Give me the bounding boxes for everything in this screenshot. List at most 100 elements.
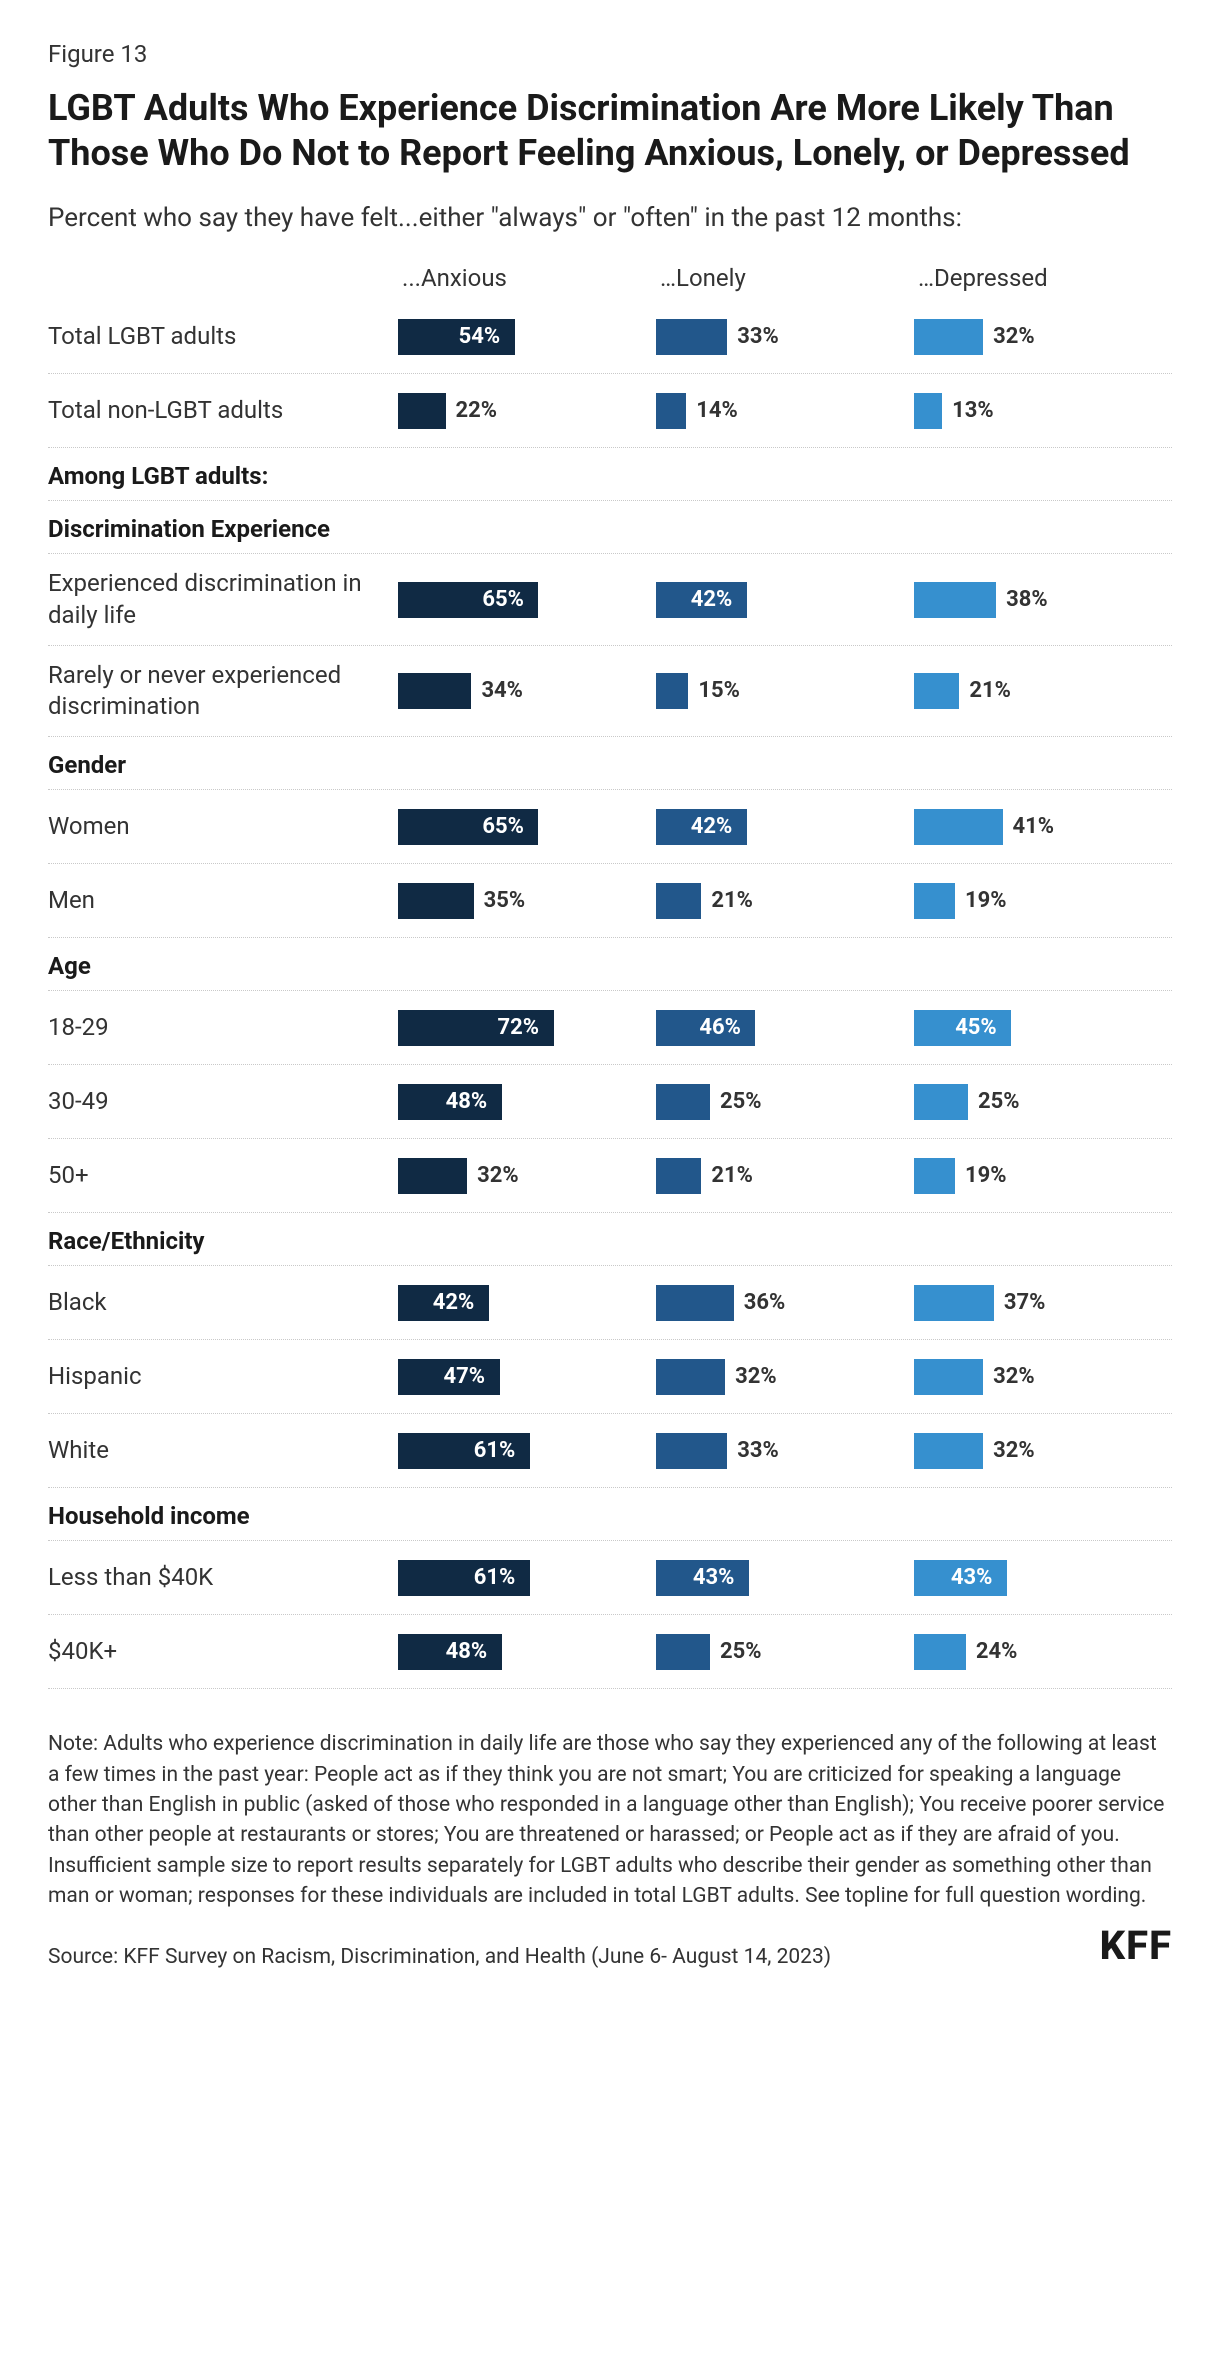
table-row: Rarely or never experienced discriminati… <box>48 646 1172 737</box>
table-row: 50+32%21%19% <box>48 1139 1172 1213</box>
bar-value-label: 13% <box>952 393 994 429</box>
bar-cell-anxious: 65% <box>398 809 656 845</box>
bar-cell-anxious: 47% <box>398 1359 656 1395</box>
bar-value-label: 54% <box>459 319 501 355</box>
row-label: 18-29 <box>48 998 398 1057</box>
bar-cell-depressed: 24% <box>914 1634 1172 1670</box>
bar-value-label: 65% <box>482 809 524 845</box>
bar-cell-anxious: 48% <box>398 1084 656 1120</box>
column-headers: ...Anxious …Lonely …Depressed <box>48 264 1172 292</box>
table-row: Total LGBT adults54%33%32% <box>48 300 1172 374</box>
section-header-text: Race/Ethnicity <box>48 1227 1172 1255</box>
bar-anxious <box>398 393 446 429</box>
table-row: Less than $40K61%43%43% <box>48 1541 1172 1615</box>
table-row: Experienced discrimination in daily life… <box>48 554 1172 645</box>
bar-depressed <box>914 1084 968 1120</box>
row-label: Rarely or never experienced discriminati… <box>48 646 398 736</box>
bar-value-label: 25% <box>720 1634 762 1670</box>
bar-value-label: 37% <box>1004 1285 1046 1321</box>
section-header: Race/Ethnicity <box>48 1213 1172 1266</box>
bar-lonely <box>656 1158 701 1194</box>
bar-depressed <box>914 319 983 355</box>
bar-value-label: 32% <box>993 1433 1035 1469</box>
figure-container: Figure 13 LGBT Adults Who Experience Dis… <box>0 0 1220 1999</box>
table-row: $40K+48%25%24% <box>48 1615 1172 1689</box>
figure-label: Figure 13 <box>48 40 1172 68</box>
bar-value-label: 32% <box>993 1359 1035 1395</box>
table-row: Hispanic47%32%32% <box>48 1340 1172 1414</box>
bar-value-label: 32% <box>477 1158 519 1194</box>
bar-cell-lonely: 25% <box>656 1634 914 1670</box>
bar-cell-depressed: 25% <box>914 1084 1172 1120</box>
bar-depressed <box>914 883 955 919</box>
table-row: Men35%21%19% <box>48 864 1172 938</box>
section-header-text: Gender <box>48 751 1172 779</box>
bar-anxious <box>398 883 474 919</box>
table-row: Women65%42%41% <box>48 790 1172 864</box>
bar-cell-anxious: 22% <box>398 393 656 429</box>
bar-lonely <box>656 1285 734 1321</box>
bar-lonely <box>656 1084 710 1120</box>
bar-value-label: 42% <box>691 582 733 618</box>
section-header: Household income <box>48 1488 1172 1541</box>
bar-cell-depressed: 19% <box>914 883 1172 919</box>
bar-cell-lonely: 42% <box>656 582 914 618</box>
row-label: Women <box>48 797 398 856</box>
bar-cell-anxious: 42% <box>398 1285 656 1321</box>
bar-cell-lonely: 25% <box>656 1084 914 1120</box>
bar-depressed <box>914 582 996 618</box>
column-header-depressed: …Depressed <box>914 264 1172 292</box>
section-header-text: Age <box>48 952 1172 980</box>
column-header-anxious: ...Anxious <box>398 264 656 292</box>
bar-cell-lonely: 33% <box>656 1433 914 1469</box>
bar-value-label: 33% <box>737 1433 779 1469</box>
bar-cell-lonely: 21% <box>656 1158 914 1194</box>
bar-value-label: 14% <box>696 393 738 429</box>
bar-cell-depressed: 13% <box>914 393 1172 429</box>
row-label: 30-49 <box>48 1072 398 1131</box>
bar-cell-anxious: 54% <box>398 319 656 355</box>
section-header: Age <box>48 938 1172 991</box>
table-row: 18-2972%46%45% <box>48 991 1172 1065</box>
row-label: Men <box>48 871 398 930</box>
bar-value-label: 24% <box>976 1634 1018 1670</box>
source-row: Source: KFF Survey on Racism, Discrimina… <box>48 1922 1172 1969</box>
bar-value-label: 25% <box>720 1084 762 1120</box>
bar-anxious <box>398 673 471 709</box>
bar-cell-depressed: 32% <box>914 319 1172 355</box>
kff-logo: KFF <box>1100 1922 1172 1969</box>
bar-cell-lonely: 15% <box>656 673 914 709</box>
bar-anxious <box>398 1158 467 1194</box>
bar-value-label: 33% <box>737 319 779 355</box>
bar-depressed <box>914 673 959 709</box>
table-row: 30-4948% 25% 25% <box>48 1065 1172 1139</box>
bar-cell-anxious: 61% <box>398 1560 656 1596</box>
bar-cell-depressed: 32% <box>914 1359 1172 1395</box>
bar-value-label: 32% <box>993 319 1035 355</box>
row-label: White <box>48 1421 398 1480</box>
bar-depressed <box>914 393 942 429</box>
section-header-text: Discrimination Experience <box>48 515 1172 543</box>
chart-subtitle: Percent who say they have felt...either … <box>48 200 1172 236</box>
bar-value-label: 41% <box>1013 809 1055 845</box>
bar-cell-lonely: 32% <box>656 1359 914 1395</box>
bar-value-label: 42% <box>433 1285 475 1321</box>
bar-depressed <box>914 1634 966 1670</box>
bar-value-label: 21% <box>711 1158 753 1194</box>
bar-cell-lonely: 14% <box>656 393 914 429</box>
bar-value-label: 46% <box>699 1010 741 1046</box>
bar-value-label: 36% <box>744 1285 786 1321</box>
bar-value-label: 48% <box>446 1634 488 1670</box>
bar-depressed <box>914 1359 983 1395</box>
bar-lonely <box>656 1359 725 1395</box>
bar-depressed <box>914 1433 983 1469</box>
bar-value-label: 25% <box>978 1084 1020 1120</box>
bar-value-label: 61% <box>474 1560 516 1596</box>
bar-cell-anxious: 34% <box>398 673 656 709</box>
row-label: Hispanic <box>48 1347 398 1406</box>
bar-cell-depressed: 37% <box>914 1285 1172 1321</box>
bar-value-label: 34% <box>481 673 523 709</box>
bar-cell-anxious: 61% <box>398 1433 656 1469</box>
bar-value-label: 35% <box>484 883 526 919</box>
bar-lonely <box>656 393 686 429</box>
